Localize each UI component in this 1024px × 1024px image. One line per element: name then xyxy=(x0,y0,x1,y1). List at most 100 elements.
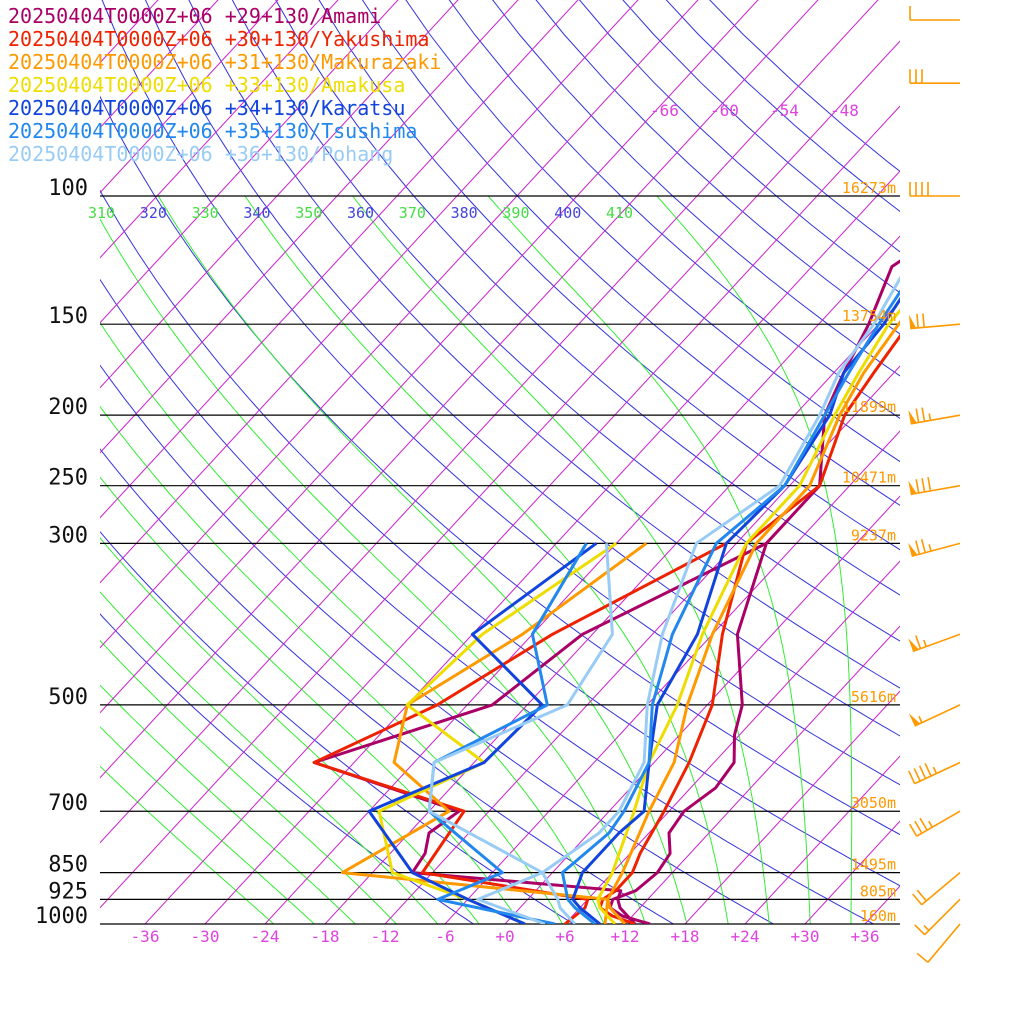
x-tick-label: +36 xyxy=(851,927,880,946)
theta-label: 320 xyxy=(140,204,167,222)
legend-entry-yakushima: 20250404T0000Z+06 +30+130/Yakushima xyxy=(8,27,430,51)
isotherm-line xyxy=(911,0,1024,939)
upper-temperature-label: -60 xyxy=(710,101,739,120)
series-temperature-line xyxy=(606,319,900,924)
dry-adiabat-line xyxy=(100,613,475,924)
pressure-label: 100 xyxy=(48,176,88,201)
wind-barb-feather xyxy=(919,817,928,831)
theta-label: 390 xyxy=(502,204,529,222)
pressure-label: 1000 xyxy=(35,904,88,929)
wind-barb-feather xyxy=(913,768,921,782)
theta-label: 360 xyxy=(347,204,374,222)
height-label: 160m xyxy=(860,907,896,925)
pressure-label: 700 xyxy=(48,791,88,816)
theta-label: 330 xyxy=(192,204,219,222)
isotherm-line xyxy=(0,0,4,939)
dry-adiabat-line xyxy=(144,0,900,737)
isotherm-line xyxy=(444,430,900,924)
wind-barb-feather xyxy=(924,762,932,777)
x-tick-label: +24 xyxy=(731,927,760,946)
isotherm-line xyxy=(100,0,219,129)
series-dewpoint-line xyxy=(427,543,614,924)
wind-barb-half-feather xyxy=(932,766,938,774)
wind-barb-staff xyxy=(912,633,961,653)
height-label: 16273m xyxy=(842,179,896,197)
dry-adiabat-line xyxy=(100,95,900,836)
wind-barb xyxy=(909,182,960,197)
moist-adiabat-line xyxy=(100,639,397,924)
wind-barb-flag xyxy=(908,542,918,557)
wind-barb-feather xyxy=(916,889,927,902)
wind-barb-staff xyxy=(927,923,961,963)
isotherm-line xyxy=(100,0,579,519)
series-temperature-line xyxy=(540,275,900,924)
isotherm-line xyxy=(971,0,1024,939)
moist-adiabat-line xyxy=(100,765,275,924)
height-label: 11899m xyxy=(842,398,896,416)
moist-adiabat-line xyxy=(100,218,647,924)
wind-barb xyxy=(908,538,961,558)
dry-adiabat-line xyxy=(622,0,900,253)
wind-barb xyxy=(908,313,961,330)
wind-barb-feather xyxy=(908,770,916,784)
wind-barb-feather xyxy=(918,765,927,779)
wind-barb-half-feather xyxy=(928,820,933,828)
wind-barb-staff xyxy=(921,872,961,906)
moist-adiabat-line xyxy=(100,684,356,924)
isotherm-line xyxy=(100,40,900,909)
upper-temperature-labels: -66 -60 -54 -48 xyxy=(650,101,859,120)
height-label: 3050m xyxy=(851,794,896,812)
isotherm-line xyxy=(504,495,900,924)
series-dewpoint-line xyxy=(367,542,598,924)
wind-barb-flag xyxy=(908,480,917,495)
wind-barb-staff xyxy=(910,414,961,425)
series-dewpoint-line xyxy=(340,542,648,924)
wind-barb-half-feather xyxy=(928,544,932,552)
dry-adiabat-line xyxy=(405,0,900,463)
legend-entry-tsushima: 20250404T0000Z+06 +35+130/Tsushima xyxy=(8,119,418,143)
legend-entry-karatsu: 20250404T0000Z+06 +34+130/Karatsu xyxy=(8,96,406,120)
isotherm-line xyxy=(100,0,699,649)
moist-adiabat-line xyxy=(157,195,688,924)
moist-adiabat-line xyxy=(100,591,439,924)
wind-barb xyxy=(912,872,961,906)
wind-barb-half-feather xyxy=(928,413,932,421)
wind-barb xyxy=(908,476,961,496)
height-label: 9237m xyxy=(851,526,896,544)
dry-adiabat-line xyxy=(100,364,775,924)
theta-label: 410 xyxy=(606,204,633,222)
theta-label: 400 xyxy=(554,204,581,222)
isotherm-line xyxy=(100,0,279,194)
moist-adiabat-line xyxy=(100,537,480,924)
series-temperature-line xyxy=(608,259,900,924)
series-temperature-line xyxy=(596,308,900,924)
theta-label: 370 xyxy=(399,204,426,222)
height-label: 1495m xyxy=(851,856,896,874)
wind-barb-flag xyxy=(908,713,921,726)
moist-adiabat-line xyxy=(487,195,811,924)
dry-adiabat-line xyxy=(188,0,900,689)
isotherm-line xyxy=(684,690,900,924)
theta-label: 380 xyxy=(451,204,478,222)
wind-barb-feather xyxy=(916,313,919,328)
dry-adiabat-line xyxy=(100,278,875,924)
wind-barb xyxy=(916,923,961,963)
wind-barb-feather xyxy=(921,407,926,422)
isotherm-line xyxy=(100,0,819,779)
height-label: 5616m xyxy=(851,688,896,706)
isotherm-line xyxy=(264,235,900,924)
pressure-label: 500 xyxy=(48,685,88,710)
wind-barb xyxy=(908,407,961,425)
theta-label: 310 xyxy=(88,204,115,222)
wind-barb-feather xyxy=(914,635,922,649)
isotherm-line xyxy=(744,755,900,924)
height-label: 805m xyxy=(860,882,896,900)
wind-barb-feather xyxy=(922,313,925,328)
pressure-label: 200 xyxy=(48,395,88,420)
theta-label: 350 xyxy=(295,204,322,222)
wind-barb-feather xyxy=(914,924,926,936)
legend-entry-makurazaki: 20250404T0000Z+06 +31+130/Makurazaki xyxy=(8,50,442,74)
x-tick-label: +0 xyxy=(495,927,514,946)
wind-barb xyxy=(909,6,960,21)
